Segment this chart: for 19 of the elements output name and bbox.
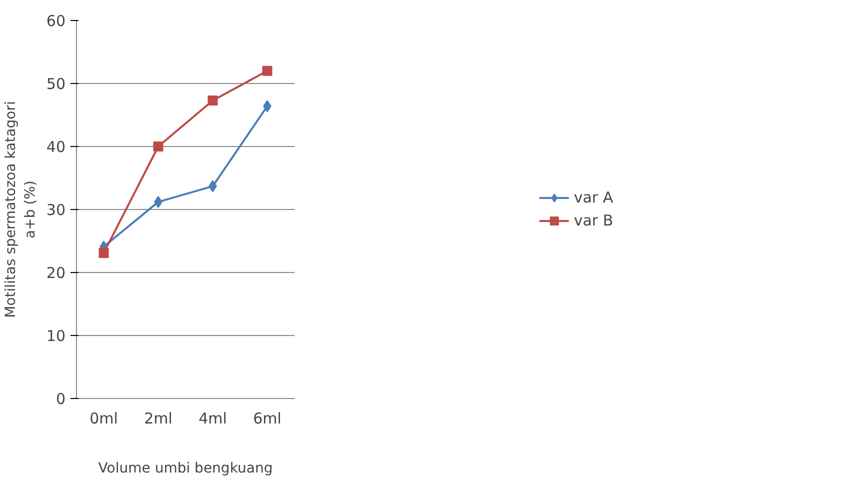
legend-label: var A xyxy=(574,188,614,206)
point xyxy=(262,66,272,76)
x-tick-label: 2ml xyxy=(144,410,172,428)
y-tick-label: 40 xyxy=(46,138,66,156)
y-tick-label: 10 xyxy=(46,327,66,345)
point xyxy=(98,248,109,258)
x-tick-label: 4ml xyxy=(198,410,227,428)
y-tick-label: 0 xyxy=(56,390,66,408)
point xyxy=(208,96,218,106)
y-axis-title: Motilitas spermatozoa katagori a+b (%) xyxy=(3,101,38,318)
x-axis-title: Volume umbi bengkuang xyxy=(98,460,273,476)
y-tick-label: 60 xyxy=(46,12,66,30)
x-tick-label: 6ml xyxy=(253,410,282,428)
y-tick-label: 20 xyxy=(46,264,66,282)
y-tick-label: 30 xyxy=(46,201,66,219)
x-tick-label: 0ml xyxy=(90,410,118,428)
legend-label: var B xyxy=(574,212,614,230)
point xyxy=(153,142,164,152)
y-tick-label: 50 xyxy=(46,75,66,93)
